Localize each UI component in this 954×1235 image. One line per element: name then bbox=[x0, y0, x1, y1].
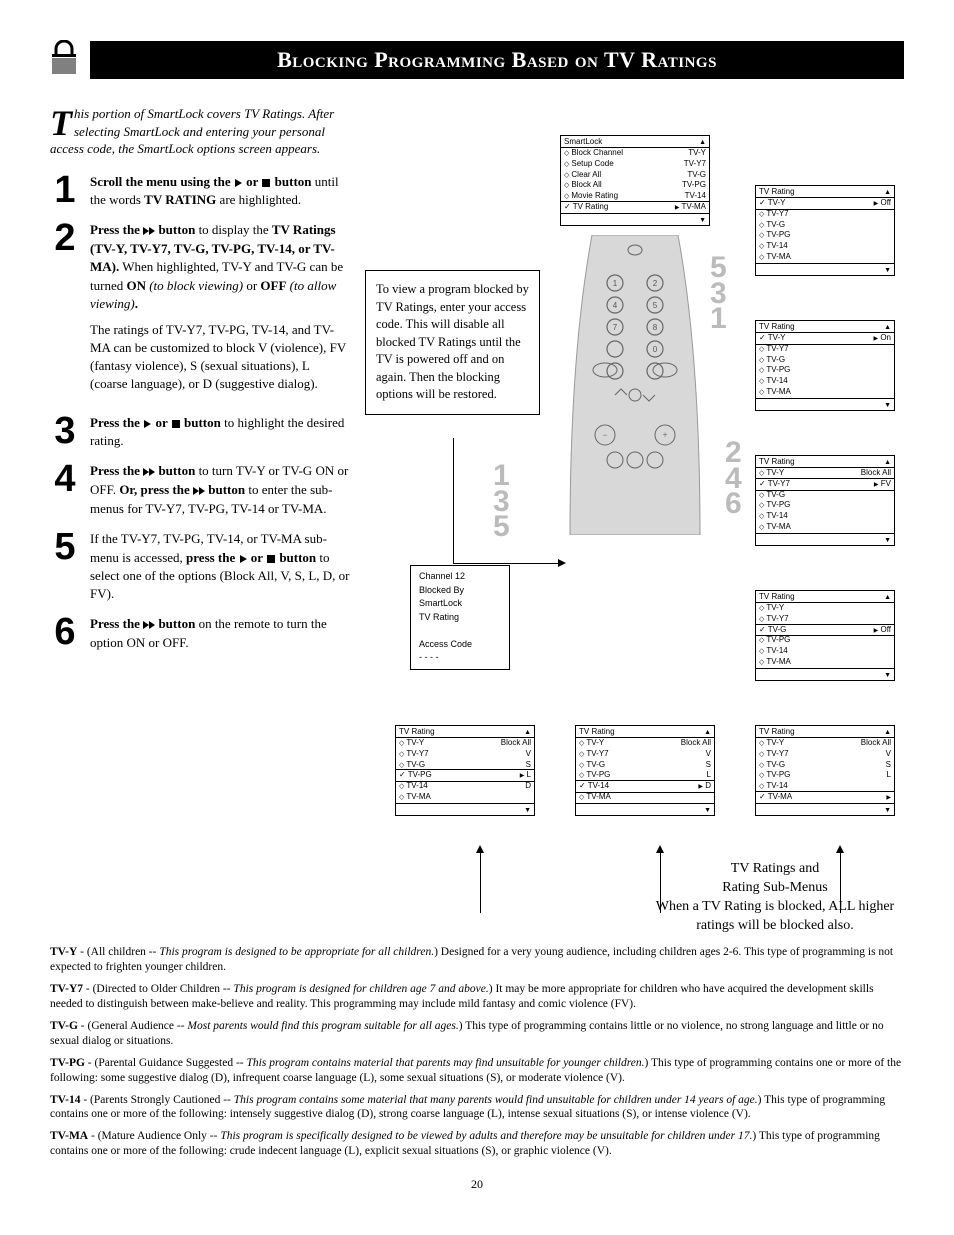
svg-text:0: 0 bbox=[653, 345, 658, 354]
diagram-column: SmartLock Block ChannelTV-YSetup CodeTV-… bbox=[365, 105, 904, 935]
diagram: SmartLock Block ChannelTV-YSetup CodeTV-… bbox=[365, 105, 904, 935]
smartlock-menu: SmartLock Block ChannelTV-YSetup CodeTV-… bbox=[560, 135, 710, 226]
intro-paragraph: This portion of SmartLock covers TV Rati… bbox=[50, 105, 350, 158]
rating-definition: TV-MA - (Mature Audience Only -- This pr… bbox=[50, 1129, 904, 1159]
rating-definition: TV-14 - (Parents Strongly Cautioned -- T… bbox=[50, 1093, 904, 1123]
svg-text:5: 5 bbox=[653, 301, 658, 310]
step-number: 3 bbox=[50, 414, 80, 450]
step-number: 6 bbox=[50, 615, 80, 652]
step: 6 Press the button on the remote to turn … bbox=[50, 615, 350, 652]
step-text: Press the button to turn TV-Y or TV-G ON… bbox=[90, 462, 350, 518]
rating-definition: TV-Y7 - (Directed to Older Children -- T… bbox=[50, 982, 904, 1012]
step: 2Press the button to display the TV Rati… bbox=[50, 221, 350, 402]
step: 1 Scroll the menu using the or button unt… bbox=[50, 173, 350, 209]
step-text: Press the button to display the TV Ratin… bbox=[90, 221, 350, 402]
svg-text:7: 7 bbox=[613, 323, 618, 332]
tv-rating-menu: TV RatingTV-YBlock AllTV-Y7VTV-GSTV-PGLT… bbox=[575, 725, 715, 816]
svg-text:−: − bbox=[602, 430, 607, 440]
instructions-column: This portion of SmartLock covers TV Rati… bbox=[50, 105, 350, 935]
lock-icon bbox=[50, 40, 78, 80]
rating-definition: TV-PG - (Parental Guidance Suggested -- … bbox=[50, 1056, 904, 1086]
dropcap: T bbox=[50, 109, 72, 138]
rating-definition: TV-Y - (All children -- This program is … bbox=[50, 945, 904, 975]
step: 3 Press the or button to highlight the de… bbox=[50, 414, 350, 450]
definitions: TV-Y - (All children -- This program is … bbox=[50, 945, 904, 1159]
step-text: Press the button on the remote to turn t… bbox=[90, 615, 350, 652]
svg-text:2: 2 bbox=[653, 279, 658, 288]
svg-text:1: 1 bbox=[613, 279, 618, 288]
step-text: Press the or button to highlight the des… bbox=[90, 414, 350, 450]
svg-text:8: 8 bbox=[653, 323, 658, 332]
tv-rating-menu: TV RatingTV-Y OffTV-Y7TV-GTV-PGTV-14TV-M… bbox=[755, 185, 895, 276]
step-number: 2 bbox=[50, 221, 80, 402]
svg-text:+: + bbox=[662, 430, 667, 440]
page-number: 20 bbox=[50, 1177, 904, 1192]
step-number: 5 bbox=[50, 530, 80, 603]
tv-rating-menu: TV RatingTV-Y OnTV-Y7TV-GTV-PGTV-14TV-MA bbox=[755, 320, 895, 411]
svg-text:4: 4 bbox=[613, 301, 618, 310]
content-area: This portion of SmartLock covers TV Rati… bbox=[50, 105, 904, 935]
tv-rating-menu: TV RatingTV-YBlock AllTV-Y7VTV-GSTV-PG L… bbox=[395, 725, 535, 816]
page-header: Blocking Programming Based on TV Ratings bbox=[50, 40, 904, 80]
rating-definition: TV-G - (General Audience -- Most parents… bbox=[50, 1019, 904, 1049]
tv-rating-menu: TV RatingTV-YBlock AllTV-Y7 FVTV-GTV-PGT… bbox=[755, 455, 895, 546]
remote-control: 1 2 4 5 7 8 0 − bbox=[560, 235, 710, 535]
tv-rating-menu: TV RatingTV-YTV-Y7TV-G OffTV-PGTV-14TV-M… bbox=[755, 590, 895, 681]
step: 5If the TV-Y7, TV-PG, TV-14, or TV-MA su… bbox=[50, 530, 350, 603]
step-text: Scroll the menu using the or button unti… bbox=[90, 173, 350, 209]
step: 4Press the button to turn TV-Y or TV-G O… bbox=[50, 462, 350, 518]
osd-message: Channel 12Blocked By SmartLockTV Rating … bbox=[410, 565, 510, 670]
banner-title: Blocking Programming Based on TV Ratings bbox=[90, 41, 904, 79]
info-box: To view a program blocked by TV Ratings,… bbox=[365, 270, 540, 415]
step-number: 1 bbox=[50, 173, 80, 209]
step-text: If the TV-Y7, TV-PG, TV-14, or TV-MA sub… bbox=[90, 530, 350, 603]
diagram-caption: TV Ratings andRating Sub-MenusWhen a TV … bbox=[645, 860, 905, 936]
tv-rating-menu: TV RatingTV-YBlock AllTV-Y7VTV-GSTV-PGLT… bbox=[755, 725, 895, 816]
step-number: 4 bbox=[50, 462, 80, 518]
